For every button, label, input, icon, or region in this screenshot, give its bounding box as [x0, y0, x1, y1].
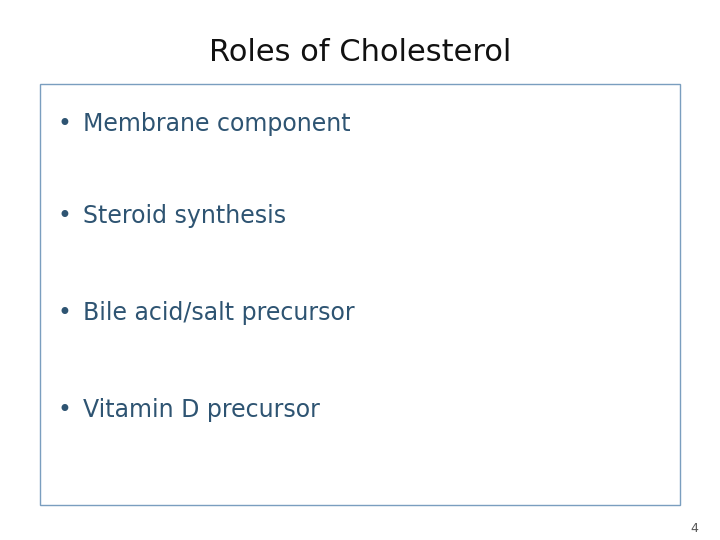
Text: •: • — [58, 204, 72, 228]
Text: •: • — [58, 301, 72, 325]
FancyBboxPatch shape — [40, 84, 680, 505]
Text: Vitamin D precursor: Vitamin D precursor — [83, 399, 320, 422]
Text: Steroid synthesis: Steroid synthesis — [83, 204, 286, 228]
Text: Roles of Cholesterol: Roles of Cholesterol — [209, 38, 511, 67]
Text: •: • — [58, 112, 72, 136]
Text: Bile acid/salt precursor: Bile acid/salt precursor — [83, 301, 354, 325]
Text: 4: 4 — [690, 522, 698, 535]
Text: Membrane component: Membrane component — [83, 112, 351, 136]
Text: •: • — [58, 399, 72, 422]
